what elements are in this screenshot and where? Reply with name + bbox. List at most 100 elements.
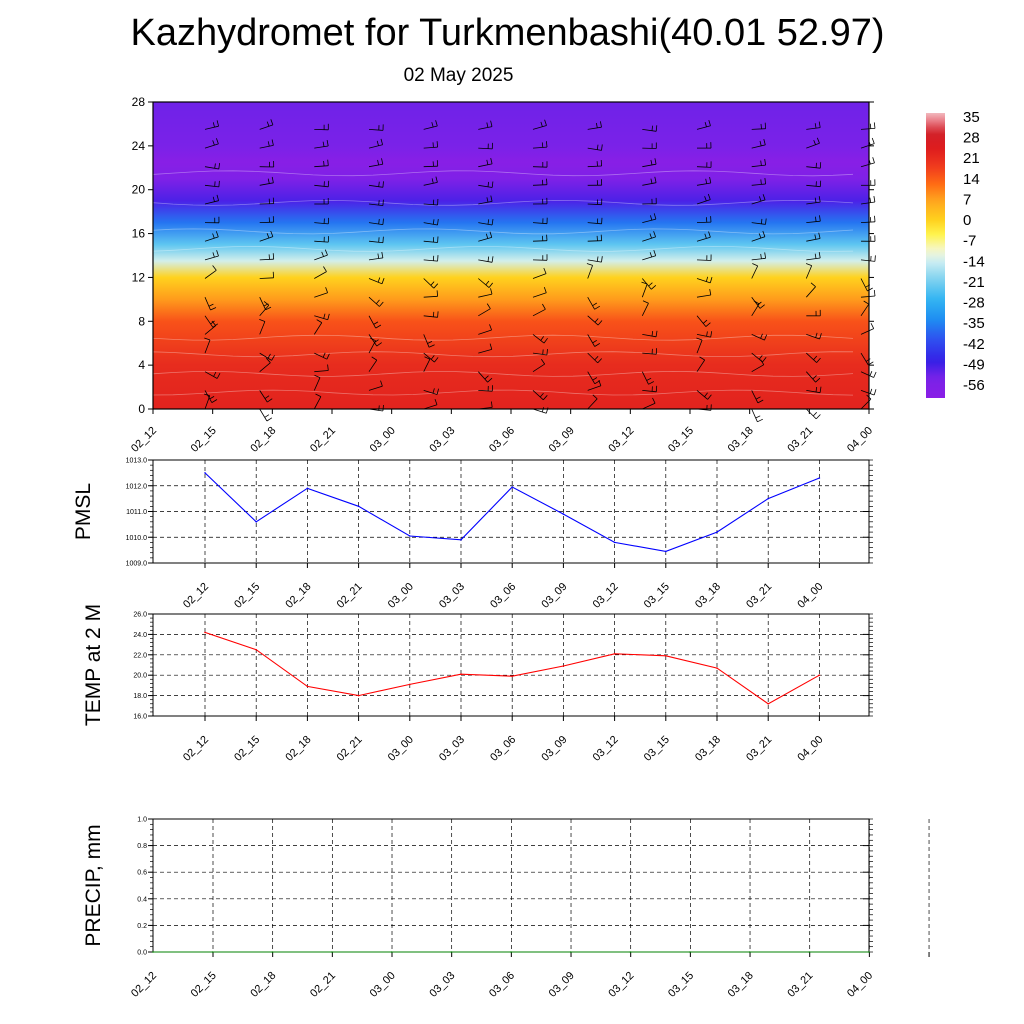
- wind-barb-flag: [542, 303, 546, 310]
- wind-barb-staff: [860, 128, 876, 130]
- wind-barb-flag: [706, 331, 708, 337]
- wind-barb-flag: [377, 277, 381, 283]
- wind-barb-flag: [543, 286, 547, 293]
- wind-barb-flag: [592, 377, 598, 381]
- wind-barb-staff: [423, 390, 438, 395]
- wind-barb-flag: [323, 313, 326, 319]
- wind-barb-staff: [204, 255, 219, 261]
- wind-barb-flag: [265, 306, 272, 311]
- wind-barb-flag: [651, 125, 653, 131]
- x-tick-label: 03_09: [539, 581, 569, 611]
- x-tick-label: 02_18: [283, 581, 313, 611]
- x-tick-label: 02_21: [335, 581, 365, 611]
- wind-barb-staff: [259, 352, 272, 361]
- wind-barb-flag: [424, 356, 431, 360]
- wind-barb-flag: [600, 234, 603, 241]
- wind-barb-staff: [751, 164, 766, 168]
- wind-barb-flag: [596, 256, 599, 262]
- data-point: [629, 951, 632, 953]
- wind-barb-flag: [655, 125, 658, 132]
- wind-barb-staff: [478, 201, 493, 205]
- wind-barb-staff: [751, 222, 766, 225]
- wind-barb-flag: [434, 357, 439, 363]
- y-tick-label: 1009.0: [126, 561, 148, 568]
- data-point: [511, 486, 513, 488]
- x-tick-label: 03_12: [591, 581, 621, 611]
- wind-barb-flag: [216, 250, 219, 257]
- wind-barb-flag: [759, 196, 762, 202]
- wind-barb-flag: [263, 301, 270, 306]
- wind-barb-staff: [532, 292, 547, 298]
- wind-barb-flag: [267, 141, 270, 147]
- wind-barb-flag: [216, 194, 219, 201]
- wind-barb-flag: [819, 215, 821, 222]
- wind-barb-flag: [818, 121, 821, 128]
- wind-barb-flag: [212, 196, 215, 202]
- wind-barb-flag: [490, 288, 493, 295]
- data-point: [255, 648, 257, 651]
- wind-barb-staff: [478, 259, 493, 263]
- x-tick-label: 03_15: [666, 970, 696, 1000]
- wind-barb-staff: [751, 128, 766, 130]
- wind-barb-staff: [423, 334, 430, 348]
- wind-barb-staff: [314, 315, 328, 321]
- wind-barb-flag: [377, 159, 379, 165]
- wind-barb-flag: [594, 356, 599, 361]
- wind-barb-flag: [491, 219, 494, 226]
- wind-barb-staff: [314, 271, 327, 279]
- data-point: [331, 951, 333, 953]
- x-tick-label: 03_18: [693, 734, 723, 764]
- x-tick-label: 03_03: [437, 734, 467, 764]
- wind-barb-staff: [642, 352, 657, 355]
- heatmap-field: [153, 102, 869, 409]
- wind-barb-staff: [696, 339, 703, 354]
- wind-barb-flag: [270, 230, 274, 237]
- wind-barb-staff: [314, 184, 329, 188]
- x-tick-label: 03_12: [606, 425, 636, 455]
- x-tick-label: 03_03: [427, 970, 457, 1000]
- x-tick-label: 04_00: [845, 425, 875, 455]
- wind-barb-staff: [368, 222, 383, 225]
- wind-barb-flag: [432, 388, 435, 394]
- y-tick-label: 12: [132, 270, 146, 284]
- wind-barb-staff: [806, 184, 821, 188]
- wind-barb-staff: [204, 200, 219, 205]
- y-tick-label: 1012.0: [126, 483, 148, 490]
- x-tick-label: 03_03: [427, 425, 457, 455]
- wind-barb-flag: [764, 159, 766, 166]
- wind-barb-staff: [587, 240, 602, 242]
- wind-barb-flag: [436, 141, 438, 148]
- x-tick-label: 02_12: [181, 734, 211, 764]
- wind-barb-flag: [594, 343, 601, 347]
- wind-barb-staff: [423, 352, 435, 363]
- colorbar-label: -7: [963, 233, 976, 250]
- wind-barb-flag: [370, 337, 376, 342]
- x-tick-label: 02_12: [181, 581, 211, 611]
- wind-barb-flag: [377, 253, 380, 259]
- wind-barb-flag: [648, 381, 654, 385]
- contour-line: [152, 245, 854, 252]
- wind-barb-flag: [816, 137, 820, 144]
- contour-line: [152, 199, 854, 206]
- plot-frame: [152, 613, 870, 717]
- wind-barb-flag: [592, 394, 598, 400]
- wind-barb-flag: [435, 176, 438, 183]
- data-point: [255, 521, 257, 523]
- wind-barb-flag: [594, 305, 601, 310]
- wind-barb-flag: [874, 215, 876, 222]
- contour-line: [152, 370, 854, 377]
- wind-barb-staff: [587, 398, 598, 410]
- wind-barb-flag: [651, 331, 654, 337]
- wind-barb-staff: [423, 278, 435, 289]
- data-point: [562, 665, 565, 667]
- wind-barb-flag: [704, 196, 707, 202]
- wind-barb-flag: [708, 231, 711, 238]
- wind-barb-flag: [653, 231, 656, 238]
- wind-barb-flag: [486, 122, 489, 128]
- wind-barb-staff: [860, 201, 875, 205]
- wind-barb-flag: [323, 266, 327, 272]
- wind-barb-flag: [266, 357, 271, 363]
- colorbar-label: 28: [963, 130, 980, 147]
- wind-barb-flag: [873, 196, 876, 203]
- wind-barb-staff: [423, 203, 438, 206]
